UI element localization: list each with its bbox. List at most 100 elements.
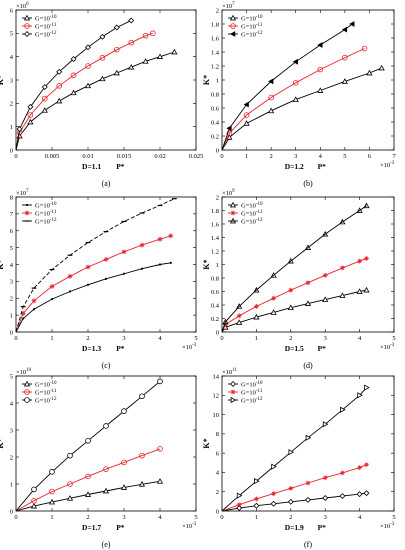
- data-point: [113, 69, 120, 76]
- x-tick-label: 2: [270, 153, 273, 160]
- y-tick-label: 6: [10, 228, 14, 235]
- x-axis-label: P*: [116, 344, 125, 353]
- y-tick-label: 1: [216, 262, 219, 269]
- y-tick-label: 0: [10, 147, 13, 154]
- data-point: [16, 126, 23, 132]
- data-point: [169, 261, 172, 264]
- series-line: [15, 20, 132, 151]
- y-tick-label: 1.4: [211, 235, 220, 242]
- legend-label: G=10-11: [241, 389, 263, 397]
- data-point: [356, 491, 363, 498]
- data-point: [271, 463, 277, 470]
- x-tick-label: 4: [358, 335, 362, 342]
- x-tick-label: 1: [50, 514, 53, 521]
- data-point: [157, 378, 163, 385]
- data-point: [142, 32, 149, 39]
- data-point: [223, 322, 228, 327]
- panel-label: (b): [303, 179, 313, 188]
- series-line: [221, 205, 367, 333]
- y-tick-label: 1: [10, 481, 13, 488]
- data-point: [226, 130, 233, 137]
- y-tick-label: 1: [10, 312, 13, 319]
- legend-marker: [24, 31, 30, 37]
- legend-marker: [229, 201, 237, 208]
- data-point: [364, 462, 369, 468]
- data-point: [168, 233, 174, 239]
- data-point: [66, 495, 74, 501]
- y-axis-label: K*: [202, 259, 211, 269]
- data-point: [292, 96, 299, 102]
- data-point: [366, 69, 373, 76]
- data-point: [20, 311, 26, 316]
- chart-panel-d: 0 1 2 3 4 500.20.40.60.811.21.41.61.82×109×10…: [202, 189, 396, 370]
- data-point: [121, 249, 127, 255]
- data-point: [305, 496, 311, 503]
- legend-label: G=10-11: [35, 210, 57, 218]
- x-tick-label: 1: [255, 514, 258, 521]
- data-point: [103, 423, 109, 429]
- x-axis-label: P*: [318, 523, 327, 532]
- y-tick-label: 2: [216, 7, 219, 14]
- y-tick-label: 6: [216, 450, 220, 457]
- legend: G=10-10G=10-11G=10-12: [22, 14, 57, 38]
- data-point: [113, 24, 120, 31]
- data-point: [340, 470, 345, 476]
- data-point: [364, 384, 370, 391]
- legend-label: G=10-12: [241, 31, 263, 39]
- parameter-label: D=1.7: [82, 523, 101, 532]
- x-tick-label: 4: [358, 514, 362, 521]
- legend-label: G=10-10: [241, 381, 263, 389]
- data-point: [305, 480, 311, 486]
- series-line: [15, 32, 153, 151]
- data-point: [99, 33, 106, 40]
- legend-label: G=10-10: [35, 15, 57, 23]
- x-tick-label: 0: [220, 153, 223, 160]
- data-point: [85, 264, 91, 270]
- data-point: [317, 42, 323, 48]
- data-point: [27, 112, 34, 118]
- data-point: [342, 54, 348, 61]
- y-tick-label: 0: [10, 508, 13, 515]
- x-axis-multiplier: ×10-3: [380, 522, 395, 530]
- y-tick-label: 1.6: [211, 221, 220, 228]
- x-axis-multiplier: ×10-3: [380, 161, 395, 169]
- data-point: [22, 317, 25, 320]
- data-point: [287, 498, 294, 505]
- data-point: [49, 488, 55, 495]
- legend-label: G=10-10: [241, 15, 263, 23]
- data-point: [357, 392, 363, 399]
- data-point: [339, 218, 346, 225]
- x-tick-label: 0: [220, 514, 223, 521]
- y-tick-label: 0: [216, 147, 219, 154]
- data-point: [287, 304, 294, 311]
- x-tick-label: 4: [319, 153, 323, 160]
- panel-label: (e): [102, 540, 111, 549]
- data-point: [322, 421, 329, 428]
- legend-marker: [24, 210, 30, 216]
- y-tick-label: 0.4: [211, 302, 220, 309]
- x-tick-label: 1: [255, 335, 258, 342]
- data-point: [85, 437, 91, 444]
- data-point: [341, 26, 348, 33]
- data-point: [270, 500, 277, 507]
- data-point: [304, 300, 312, 306]
- data-point: [243, 120, 250, 126]
- data-point: [378, 64, 385, 71]
- y-tick-label: 5: [10, 373, 13, 380]
- x-axis-label: P*: [116, 162, 125, 171]
- y-tick-label: 1.6: [211, 35, 220, 42]
- data-point: [171, 48, 178, 55]
- y-tick-label: 5: [10, 31, 13, 38]
- plot-frame: [15, 375, 197, 512]
- y-tick-label: 4: [10, 400, 14, 407]
- legend-marker: [23, 14, 31, 21]
- y-tick-label: 0.2: [211, 316, 219, 323]
- y-axis-multiplier: ×1010: [16, 368, 32, 376]
- chart-panel-c: 0 1 2 3 4 5 0 1 2 3 4 5 6 7 8×107 ×10-3 K* D=1.3 P* (c) G=10…: [0, 189, 198, 370]
- data-point: [86, 283, 90, 286]
- parameter-label: D=1.5: [285, 344, 304, 353]
- y-axis-label: K*: [202, 438, 211, 448]
- legend: G=10-10G=10-11G=10-12: [22, 380, 57, 404]
